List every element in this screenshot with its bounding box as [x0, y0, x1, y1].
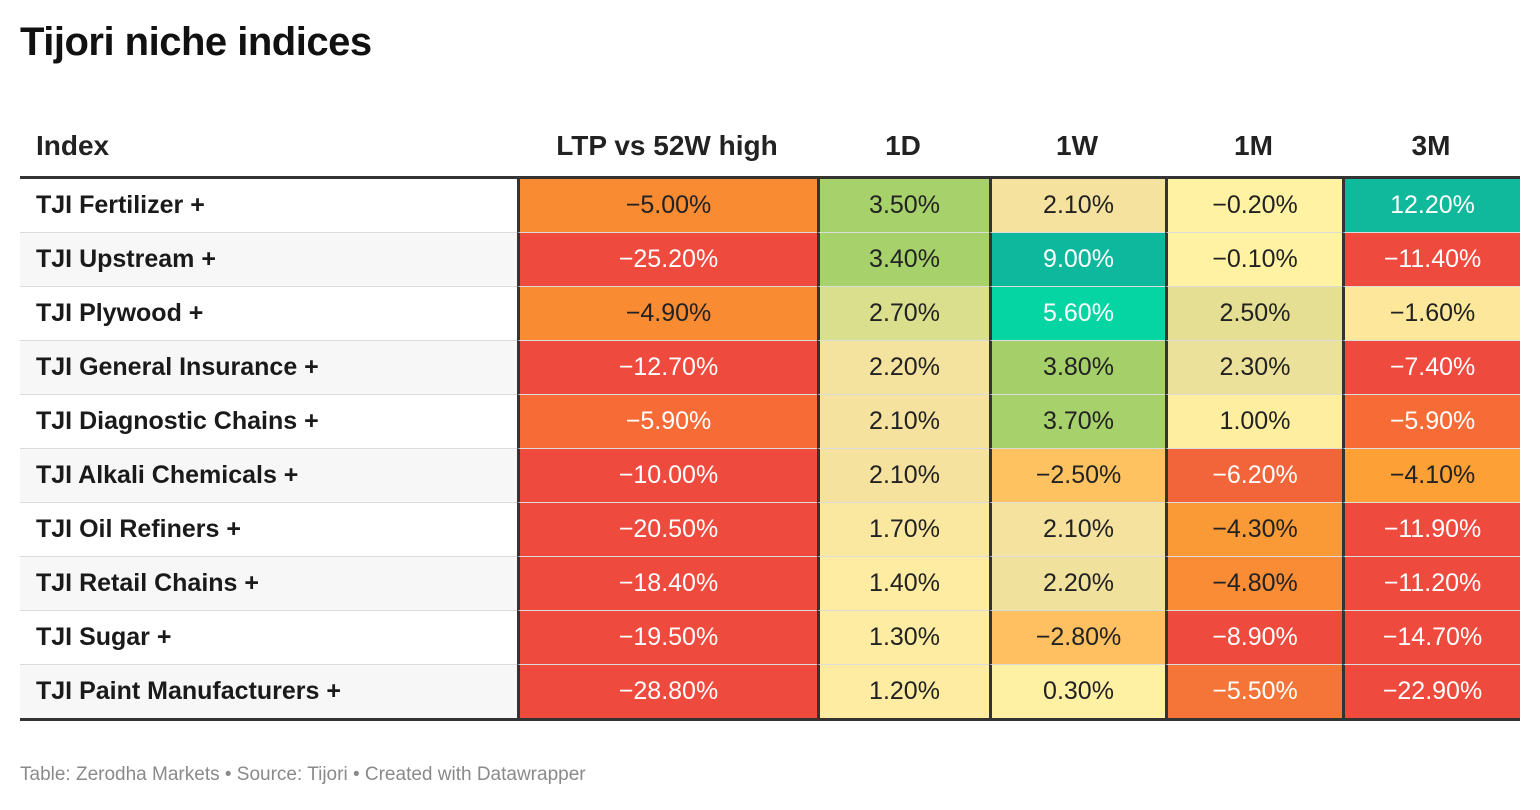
value-cell: −0.10% — [1165, 233, 1342, 287]
value-cell: −5.90% — [1342, 395, 1520, 449]
value-cell: 1.70% — [817, 503, 989, 557]
value-cell: −6.20% — [1165, 449, 1342, 503]
table-row: TJI Oil Refiners + −20.50% 1.70% 2.10% −4.30… — [20, 503, 1520, 557]
table-row: TJI Plywood + −4.90% 2.70% 5.60% 2.50% −1.60% — [20, 287, 1520, 341]
value-cell: −11.90% — [1342, 503, 1520, 557]
index-name-cell: TJI Fertilizer + — [20, 179, 517, 233]
value-cell: −7.40% — [1342, 341, 1520, 395]
value-cell: −0.20% — [1165, 179, 1342, 233]
value-cell: 3.40% — [817, 233, 989, 287]
table-row: TJI Fertilizer + −5.00% 3.50% 2.10% −0.20% 12… — [20, 179, 1520, 233]
value-cell: 2.20% — [989, 557, 1165, 611]
value-cell: −4.80% — [1165, 557, 1342, 611]
data-table: Index LTP vs 52W high 1D 1W 1M 3M TJI Fertili… — [20, 116, 1520, 721]
column-header: 1D — [817, 116, 989, 179]
value-cell: −20.50% — [517, 503, 817, 557]
value-cell: 2.10% — [817, 395, 989, 449]
column-header: Index — [20, 116, 517, 179]
value-cell: −10.00% — [517, 449, 817, 503]
value-cell: 2.30% — [1165, 341, 1342, 395]
table-row: TJI General Insurance + −12.70% 2.20% 3.80%… — [20, 341, 1520, 395]
value-cell: 9.00% — [989, 233, 1165, 287]
table-row: TJI Diagnostic Chains + −5.90% 2.10% 3.70% 1… — [20, 395, 1520, 449]
value-cell: 1.00% — [1165, 395, 1342, 449]
data-table-wrapper: Index LTP vs 52W high 1D 1W 1M 3M TJI Fertili… — [20, 116, 1520, 721]
value-cell: 3.50% — [817, 179, 989, 233]
index-name-cell: TJI Upstream + — [20, 233, 517, 287]
value-cell: −1.60% — [1342, 287, 1520, 341]
value-cell: 1.40% — [817, 557, 989, 611]
index-name-cell: TJI Plywood + — [20, 287, 517, 341]
value-cell: −25.20% — [517, 233, 817, 287]
value-cell: −22.90% — [1342, 665, 1520, 721]
index-name-cell: TJI Paint Manufacturers + — [20, 665, 517, 721]
value-cell: −5.50% — [1165, 665, 1342, 721]
index-name-cell: TJI Retail Chains + — [20, 557, 517, 611]
value-cell: −8.90% — [1165, 611, 1342, 665]
table-row: TJI Retail Chains + −18.40% 1.40% 2.20% −4.8… — [20, 557, 1520, 611]
value-cell: −11.20% — [1342, 557, 1520, 611]
column-header: 1M — [1165, 116, 1342, 179]
value-cell: 1.30% — [817, 611, 989, 665]
value-cell: −12.70% — [517, 341, 817, 395]
value-cell: 2.50% — [1165, 287, 1342, 341]
value-cell: −5.90% — [517, 395, 817, 449]
value-cell: 3.80% — [989, 341, 1165, 395]
value-cell: −4.90% — [517, 287, 817, 341]
value-cell: 12.20% — [1342, 179, 1520, 233]
value-cell: 5.60% — [989, 287, 1165, 341]
index-name-cell: TJI General Insurance + — [20, 341, 517, 395]
table-row: TJI Sugar + −19.50% 1.30% −2.80% −8.90% −14.7… — [20, 611, 1520, 665]
value-cell: −4.30% — [1165, 503, 1342, 557]
value-cell: 2.70% — [817, 287, 989, 341]
table-body: TJI Fertilizer + −5.00% 3.50% 2.10% −0.20% 12… — [20, 179, 1520, 721]
index-name-cell: TJI Diagnostic Chains + — [20, 395, 517, 449]
value-cell: 2.10% — [989, 179, 1165, 233]
table-header: Index LTP vs 52W high 1D 1W 1M 3M — [20, 116, 1520, 179]
value-cell: 3.70% — [989, 395, 1165, 449]
value-cell: 2.10% — [989, 503, 1165, 557]
value-cell: 2.10% — [817, 449, 989, 503]
value-cell: −18.40% — [517, 557, 817, 611]
value-cell: −5.00% — [517, 179, 817, 233]
value-cell: −19.50% — [517, 611, 817, 665]
value-cell: −4.10% — [1342, 449, 1520, 503]
value-cell: −14.70% — [1342, 611, 1520, 665]
index-name-cell: TJI Sugar + — [20, 611, 517, 665]
value-cell: 0.30% — [989, 665, 1165, 721]
table-row: TJI Paint Manufacturers + −28.80% 1.20% 0.3… — [20, 665, 1520, 721]
index-name-cell: TJI Oil Refiners + — [20, 503, 517, 557]
table-row: TJI Upstream + −25.20% 3.40% 9.00% −0.10% −11… — [20, 233, 1520, 287]
value-cell: −2.50% — [989, 449, 1165, 503]
column-header: LTP vs 52W high — [517, 116, 817, 179]
value-cell: 1.20% — [817, 665, 989, 721]
value-cell: −28.80% — [517, 665, 817, 721]
value-cell: −2.80% — [989, 611, 1165, 665]
column-header: 1W — [989, 116, 1165, 179]
value-cell: 2.20% — [817, 341, 989, 395]
column-header: 3M — [1342, 116, 1520, 179]
value-cell: −11.40% — [1342, 233, 1520, 287]
header-row: Index LTP vs 52W high 1D 1W 1M 3M — [20, 116, 1520, 179]
source-footer: Table: Zerodha Markets • Source: Tijori … — [20, 764, 586, 785]
index-name-cell: TJI Alkali Chemicals + — [20, 449, 517, 503]
table-row: TJI Alkali Chemicals + −10.00% 2.10% −2.50%… — [20, 449, 1520, 503]
chart-title: Tijori niche indices — [20, 20, 372, 64]
